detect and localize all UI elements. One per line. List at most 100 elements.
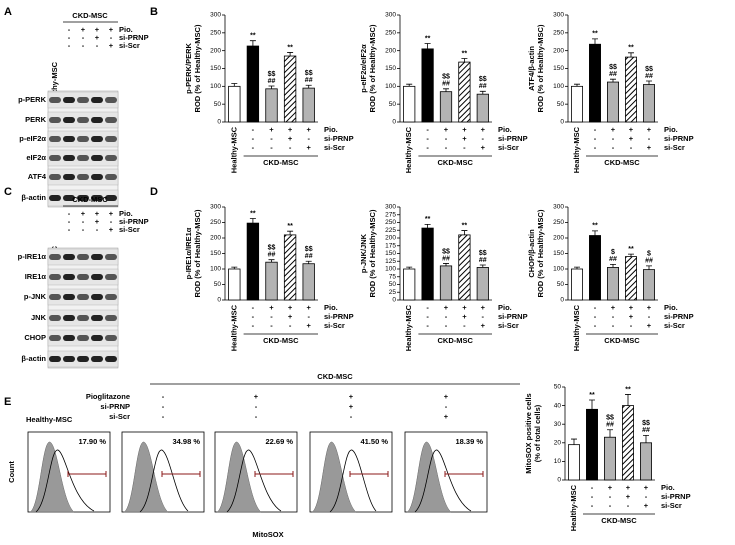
condition-sign: - (289, 143, 292, 152)
error-bar (231, 83, 238, 87)
significance-label: ** (592, 31, 598, 38)
error-bar (287, 52, 294, 57)
condition-sign: + (644, 483, 649, 492)
condition-label: si-Scr (664, 143, 685, 152)
blot-band (63, 274, 75, 280)
condition-label: Pio. (324, 125, 338, 134)
significance-label: ** (625, 386, 631, 393)
blot-band (91, 155, 103, 161)
condition-sign: - (594, 125, 597, 134)
significance-label: $$ (606, 415, 614, 422)
gate-percent: 34.98 % (172, 437, 200, 446)
condition-sign: - (252, 143, 255, 152)
significance-label: ## (645, 258, 653, 265)
condition-sign: + (81, 25, 86, 34)
blot-band (77, 356, 89, 362)
condition-label: Pio. (119, 25, 133, 34)
condition-sign: + (444, 125, 449, 134)
error-bar (443, 263, 449, 266)
significance-label: ## (645, 73, 653, 80)
condition-label: si-PRNP (119, 33, 149, 42)
y-tick-label: 50 (214, 281, 222, 288)
condition-sign: + (481, 143, 486, 152)
condition-sign: - (307, 134, 310, 143)
y-tick-label: 50 (557, 101, 565, 108)
significance-label: ** (589, 392, 595, 399)
condition-sign: - (110, 33, 113, 42)
y-tick-label: 20 (554, 440, 562, 447)
bar (571, 268, 583, 301)
condition-sign: + (288, 125, 293, 134)
condition-label: Pio. (324, 303, 338, 312)
blot-band (49, 356, 61, 362)
lane-label: Healthy-MSC (50, 61, 59, 108)
significance-label: $ (611, 249, 615, 256)
condition-sign: - (609, 501, 612, 510)
error-bar (646, 80, 652, 85)
y-axis-label: ROD (% of Healthy-MSC) (193, 24, 202, 112)
condition-sign: + (647, 303, 652, 312)
x-tick-label: Healthy-MSC (569, 484, 578, 531)
condition-sign: - (594, 134, 597, 143)
blot-band (91, 335, 103, 341)
error-bar (424, 43, 431, 49)
significance-label: ## (642, 427, 650, 434)
condition-sign: - (255, 412, 258, 421)
condition-sign: - (82, 41, 85, 50)
y-axis-label: ROD (% of Healthy-MSC) (536, 24, 545, 112)
condition-label: si-PRNP (661, 492, 691, 501)
condition-label: si-Scr (324, 321, 345, 330)
bar (403, 85, 416, 123)
condition-sign: - (68, 33, 71, 42)
condition-sign: + (109, 25, 114, 34)
y-tick-label: 125 (385, 258, 396, 265)
condition-sign: - (445, 312, 448, 321)
significance-label: $$ (642, 420, 650, 427)
y-tick-label: 175 (385, 242, 396, 249)
bar (476, 267, 489, 301)
condition-label: si-PRNP (324, 134, 354, 143)
error-bar (574, 83, 580, 87)
bar (640, 442, 652, 481)
condition-sign: - (463, 321, 466, 330)
error-bar (643, 434, 649, 443)
condition-sign: - (82, 217, 85, 226)
condition-sign: - (426, 312, 429, 321)
group-label: CKD-MSC (263, 336, 299, 345)
blot-row-label: p-IRE1α (18, 252, 47, 261)
group-label: CKD-MSC (604, 336, 640, 345)
significance-label: ** (462, 50, 468, 57)
condition-sign: + (444, 303, 449, 312)
blot-row-label: p-JNK (24, 292, 47, 301)
y-tick-label: 0 (217, 297, 221, 304)
condition-sign: + (629, 134, 634, 143)
y-tick-label: 300 (385, 12, 396, 19)
error-bar (625, 394, 631, 406)
condition-sign: - (68, 217, 71, 226)
condition-sign: + (647, 125, 652, 134)
blot-row-label: p-eIF2α (19, 134, 46, 143)
condition-sign: + (269, 303, 274, 312)
condition-sign: + (109, 209, 114, 218)
condition-label: Pio. (664, 303, 678, 312)
blot-band (49, 294, 61, 300)
significance-label: ## (305, 77, 313, 84)
significance-label: $$ (305, 246, 313, 253)
blot-band (91, 195, 103, 201)
condition-sign: - (270, 321, 273, 330)
significance-label: ## (606, 422, 614, 429)
error-bar (231, 266, 238, 269)
condition-sign: - (96, 41, 99, 50)
significance-label: ## (268, 252, 276, 259)
error-bar (646, 265, 652, 270)
condition-sign: - (82, 33, 85, 42)
bar (265, 261, 278, 301)
error-bar (589, 399, 595, 410)
bar (622, 405, 634, 481)
significance-label: ## (479, 257, 487, 264)
bar (625, 56, 637, 123)
condition-sign: - (594, 143, 597, 152)
group-label: CKD-MSC (317, 372, 353, 381)
histogram-reference (29, 441, 75, 513)
condition-sign: - (289, 321, 292, 330)
